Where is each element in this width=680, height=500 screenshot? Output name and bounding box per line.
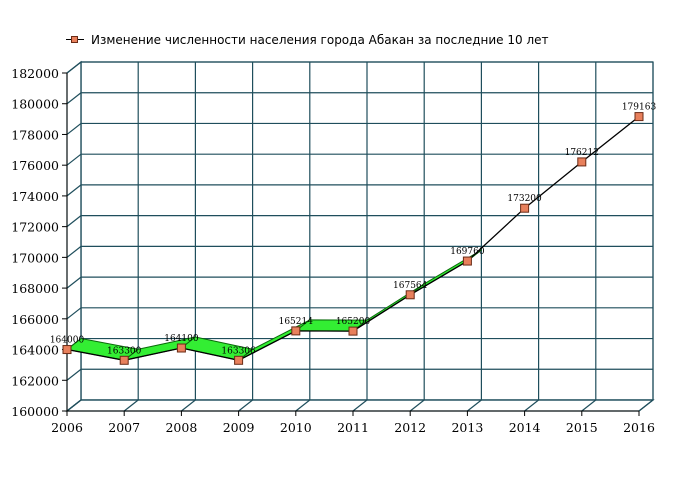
data-point: [119, 355, 129, 365]
data-label: 165200: [336, 317, 371, 327]
y-tick-label: 180000: [11, 97, 59, 112]
h-gridline-depth: [66, 245, 82, 258]
v-gridline-depth: [638, 399, 654, 412]
data-point: [348, 326, 358, 336]
y-tick-label: 176000: [11, 158, 59, 173]
v-gridline-depth: [467, 399, 482, 412]
legend-marker-icon: [66, 35, 84, 45]
data-point: [176, 343, 186, 353]
data-label: 169760: [450, 247, 485, 257]
data-point: [62, 345, 72, 355]
data-point: [291, 326, 301, 336]
h-gridline-depth: [66, 215, 82, 228]
v-gridline-depth: [409, 399, 425, 412]
x-tick-label: 2011: [337, 420, 369, 435]
data-label: 165214: [279, 317, 314, 327]
h-gridline-depth: [66, 184, 82, 197]
v-gridline-depth: [581, 399, 597, 412]
x-tick-label: 2007: [108, 420, 140, 435]
y-tick-label: 178000: [11, 127, 59, 142]
h-gridline-depth: [66, 122, 82, 135]
y-tick-label: 182000: [11, 66, 59, 81]
x-tick-label: 2009: [223, 420, 255, 435]
x-tick-label: 2015: [566, 420, 598, 435]
data-point: [234, 355, 244, 365]
y-tick-label: 162000: [11, 373, 59, 388]
data-label: 163300: [107, 346, 142, 356]
x-tick-label: 2012: [394, 420, 426, 435]
data-point: [577, 157, 587, 167]
y-tick-label: 164000: [11, 343, 59, 358]
series-markers: 164000 163300 164100 163306 165214 165200 1675…: [50, 103, 657, 365]
y-tick-label: 172000: [11, 220, 59, 235]
x-tick-label: 2010: [280, 420, 312, 435]
data-point: [405, 290, 415, 300]
data-point: [520, 203, 530, 213]
data-label: 164000: [50, 336, 85, 346]
data-label: 176212: [565, 148, 599, 158]
y-tick-label: 160000: [11, 404, 59, 419]
h-gridline-depth: [66, 276, 82, 289]
h-gridline-depth: [66, 307, 82, 320]
h-gridline-depth: [66, 61, 82, 74]
data-label: 163306: [221, 346, 256, 356]
data-label: 167564: [393, 281, 428, 291]
v-gridline-depth: [181, 399, 196, 412]
y-tick-label: 166000: [11, 312, 59, 327]
data-point: [462, 256, 472, 266]
v-gridline-depth: [238, 399, 253, 412]
data-label: 179163: [622, 103, 657, 113]
grid: 160000 162000 164000 166000 168000 170000 1720…: [11, 60, 655, 435]
x-tick-label: 2013: [451, 420, 483, 435]
h-gridline-depth: [66, 92, 82, 105]
y-tick-label: 174000: [11, 189, 59, 204]
x-tick-label: 2016: [623, 420, 655, 435]
plot-side-wall: [66, 60, 82, 413]
legend: Изменение численности населения города А…: [66, 33, 549, 47]
legend-label: Изменение численности населения города А…: [91, 33, 549, 47]
y-tick-label: 170000: [11, 250, 59, 265]
h-gridline-depth: [66, 153, 82, 166]
h-gridline-depth: [66, 368, 82, 381]
data-label: 173200: [507, 194, 542, 204]
data-point: [634, 112, 644, 122]
v-gridline-depth: [352, 399, 368, 412]
v-gridline-depth: [123, 399, 139, 412]
v-gridline-depth: [524, 399, 539, 412]
v-gridline-depth: [295, 399, 311, 412]
x-tick-label: 2008: [165, 420, 197, 435]
v-gridline-depth: [66, 399, 82, 412]
y-tick-label: 168000: [11, 281, 59, 296]
x-tick-label: 2014: [509, 420, 541, 435]
x-tick-label: 2006: [51, 420, 83, 435]
data-label: 164100: [164, 334, 199, 344]
